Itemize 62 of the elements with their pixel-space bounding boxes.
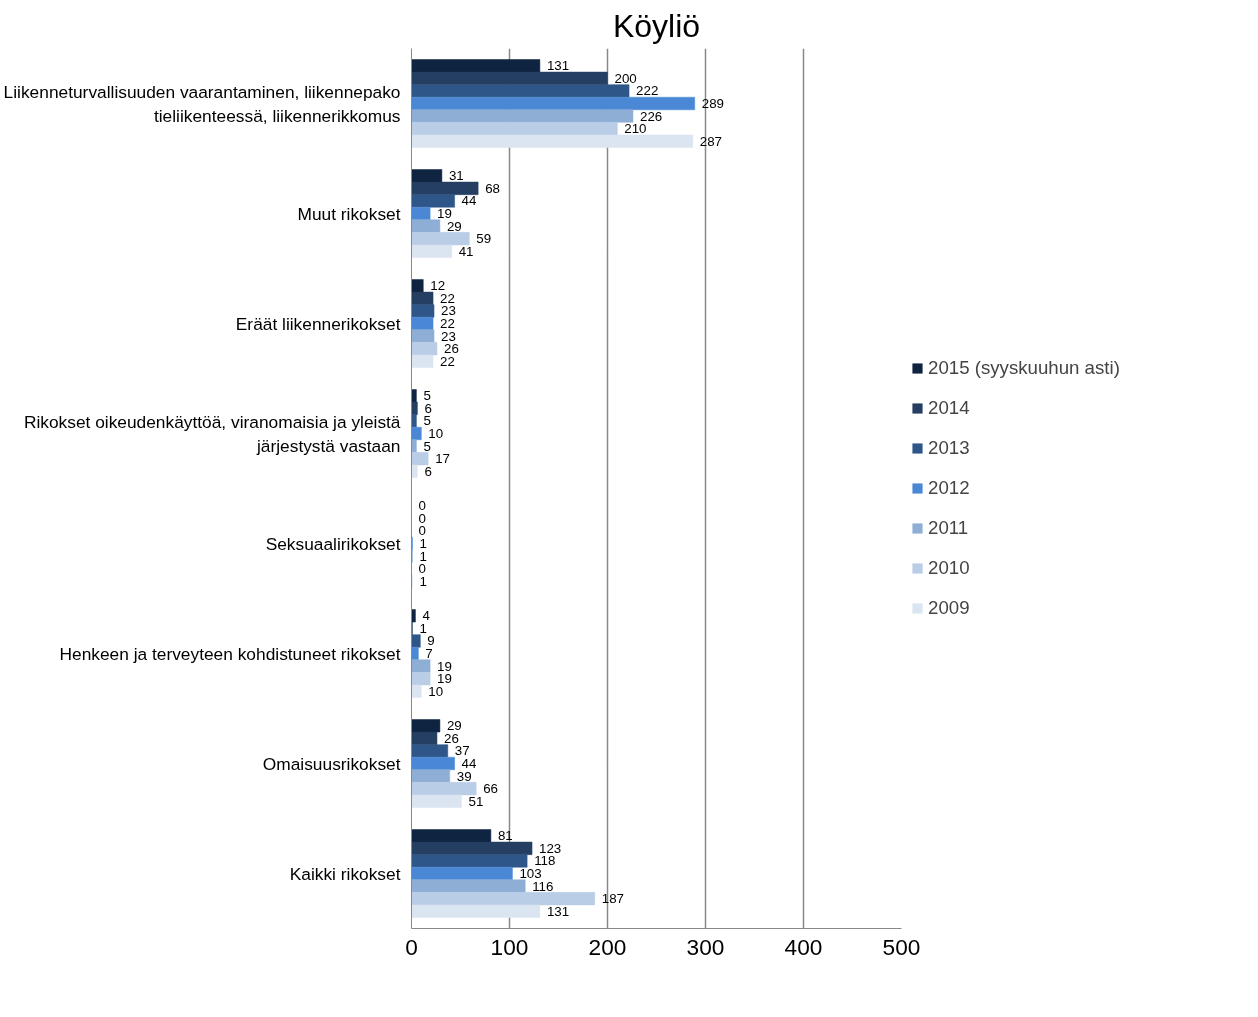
y-tick-label: Henkeen ja terveyteen kohdistuneet rikokset bbox=[59, 643, 401, 664]
data-label: 19 bbox=[437, 206, 452, 221]
x-tick-label: 400 bbox=[784, 933, 823, 960]
data-label: 131 bbox=[546, 58, 570, 74]
data-label: 22 bbox=[440, 316, 455, 331]
data-label: 287 bbox=[699, 133, 723, 149]
data-label: 10 bbox=[428, 426, 444, 441]
y-tick-label: Kaikki rikokset bbox=[289, 863, 401, 884]
x-tick-label: 300 bbox=[686, 933, 725, 960]
x-tick-label: 200 bbox=[588, 933, 627, 960]
x-tick-label: 0 bbox=[405, 933, 418, 960]
y-tick-label: Eräät liikennerikokset bbox=[235, 313, 401, 334]
legend-label: 2011 bbox=[928, 517, 969, 539]
data-label: 31 bbox=[448, 168, 464, 184]
y-tick-label: Muut rikokset bbox=[297, 203, 401, 224]
y-tick-label: Seksuaalirikokset bbox=[265, 533, 401, 554]
data-label: 118 bbox=[534, 853, 556, 869]
legend-label: 2015 (syyskuuhun asti) bbox=[928, 357, 1120, 379]
legend-label: 2012 bbox=[928, 477, 970, 499]
data-label: 51 bbox=[468, 793, 484, 809]
data-label: 116 bbox=[532, 878, 554, 894]
x-tick-label: 500 bbox=[882, 933, 921, 960]
data-label: 23 bbox=[441, 303, 456, 319]
data-label: 68 bbox=[485, 180, 500, 196]
y-tick-label: Omaisuusrikokset bbox=[262, 753, 401, 774]
chart-title: Köyliö bbox=[612, 7, 701, 44]
data-label: 1 bbox=[419, 548, 427, 564]
data-label: 59 bbox=[476, 231, 492, 247]
legend-label: 2009 bbox=[928, 597, 970, 619]
data-label: 103 bbox=[519, 866, 542, 881]
data-label: 131 bbox=[546, 903, 570, 919]
data-label: 222 bbox=[636, 83, 659, 99]
data-label: 210 bbox=[624, 121, 647, 137]
data-label: 1 bbox=[419, 536, 427, 551]
data-label: 41 bbox=[458, 243, 474, 259]
legend-label: 2010 bbox=[928, 557, 970, 579]
legend-label: 2014 bbox=[928, 397, 970, 419]
data-label: 7 bbox=[425, 646, 433, 661]
y-tick-label: Liikenneturvallisuuden vaarantaminen, liikennepako tieliikenteessä, liikennerikkomus bbox=[3, 81, 401, 126]
data-label: 6 bbox=[424, 463, 432, 479]
data-label: 123 bbox=[539, 840, 562, 856]
legend-label: 2013 bbox=[928, 437, 970, 459]
data-label: 187 bbox=[601, 891, 625, 907]
x-tick-label: 100 bbox=[490, 933, 529, 960]
data-label: 5 bbox=[423, 413, 431, 429]
data-label: 23 bbox=[441, 328, 456, 344]
data-label: 226 bbox=[639, 108, 663, 124]
data-label: 19 bbox=[437, 658, 452, 674]
data-label: 66 bbox=[483, 781, 499, 797]
data-label: 81 bbox=[497, 828, 513, 844]
data-label: 0 bbox=[418, 523, 426, 539]
data-label: 289 bbox=[701, 96, 724, 111]
data-label: 200 bbox=[614, 70, 637, 86]
data-label: 44 bbox=[461, 756, 478, 771]
data-label: 9 bbox=[427, 633, 435, 649]
data-label: 37 bbox=[454, 743, 470, 759]
data-label: 29 bbox=[446, 218, 462, 234]
data-label: 39 bbox=[456, 768, 472, 784]
data-label: 17 bbox=[435, 451, 450, 467]
data-label: 5 bbox=[423, 438, 431, 454]
y-tick-label: Rikokset oikeudenkäyttöä, viranomaisia ja yleistä järjestystä vastaan bbox=[23, 411, 401, 456]
data-label: 44 bbox=[461, 193, 478, 209]
